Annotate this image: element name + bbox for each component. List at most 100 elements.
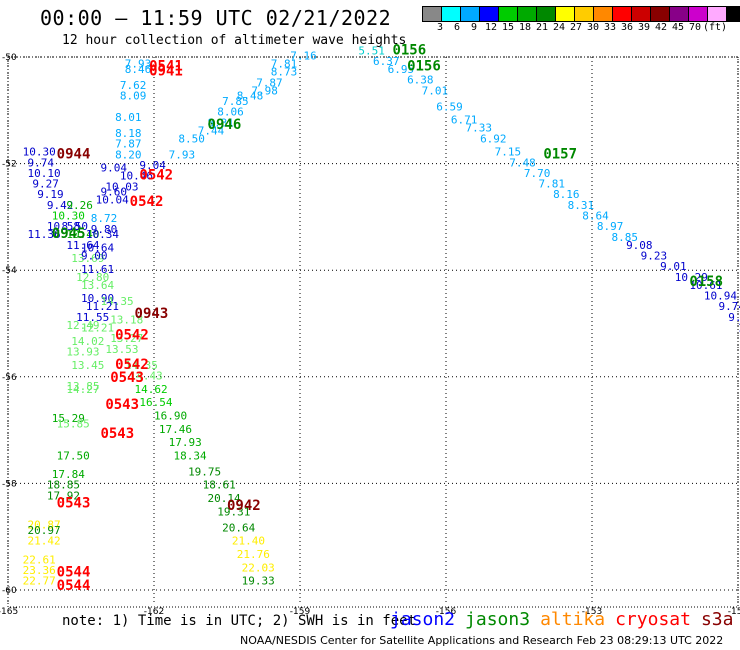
swh-value-label: 12.21 [81,321,114,334]
swh-value-label: 13.45 [71,359,104,372]
swh-value-label: 10.29 [675,271,708,284]
swh-value-label: 15.85 [57,417,90,430]
swh-value-label: 17.84 [52,468,85,481]
swh-value-label: 9.23 [641,250,668,263]
pass-time-label: 0943 [135,306,169,322]
scale-label: 30 [586,22,600,33]
y-tick-label: -58 [2,479,17,489]
swh-value-label: 8.46 [125,63,152,76]
pass-time-label: 0542 [115,357,149,373]
swh-value-label: 9.80 [91,223,118,236]
scale-label: 18 [518,22,532,33]
pass-time-label: 0941 [149,64,183,80]
swh-value-label: 22.03 [242,561,275,574]
swh-value-label: 18.85 [47,479,80,492]
swh-value-label: 8.20 [115,148,142,161]
swh-value-label: 7.81 [271,58,298,71]
scale-label: 39 [637,22,651,33]
swh-value-label: 10.64 [81,242,114,255]
pass-time-label: 0542 [139,168,173,184]
satellite-legend-item: jason2 [390,609,456,630]
swh-value-label: 11.36 [27,228,60,241]
swh-value-label: 6.71 [451,114,478,127]
swh-value-label: 10.58 [47,220,80,233]
scale-label: 6 [453,22,461,33]
swh-value-label: 15.29 [52,412,85,425]
x-tick-label: -150 [728,607,740,617]
map-frame [7,56,739,608]
satellite-legend-item: cryosat [615,609,691,630]
swh-value-label: 13.18 [110,314,143,327]
swh-value-label: 10.10 [27,167,60,180]
pass-time-label: 0942 [227,498,261,514]
swh-value-label: 14.02 [71,335,104,348]
scale-label: 27 [569,22,583,33]
scale-label: 15 [501,22,515,33]
swh-value-label: 9.74 [719,300,740,313]
swh-value-label: 10.30 [52,210,85,223]
swh-value-label: 7.01 [422,84,449,97]
swh-value-label: 13.64 [81,279,114,292]
map-note: note: 1) Time is in UTC; 2) SWH is in fe… [62,613,417,629]
swh-value-label: 7.87 [256,76,283,89]
swh-value-label: 7.87 [115,138,142,151]
swh-value-label: 14.35 [100,295,133,308]
swh-value-label: 9.19 [37,188,64,201]
pass-time-label: 0944 [57,146,91,162]
swh-value-label: 20.14 [208,492,241,505]
swh-value-label: 12.49 [66,319,99,332]
scale-label: 33 [603,22,617,33]
swh-value-label: 17.50 [57,449,90,462]
x-tick-label: -159 [290,607,311,617]
pass-time-label: 0543 [57,495,91,511]
swh-value-label: 9.42 [47,199,74,212]
swh-value-label: 8.72 [91,212,118,225]
swh-value-label: 9.08 [626,239,653,252]
swh-value-label: 16.90 [154,409,187,422]
scale-swatch [726,6,740,22]
swh-value-label: 18.34 [173,449,206,462]
swh-value-label: 9.76 [728,311,740,324]
swh-value-label: 7.98 [251,84,277,97]
swh-value-label: 8.09 [120,90,147,103]
y-tick-label: -60 [2,586,17,596]
pass-time-label: 0156 [407,58,441,74]
swh-value-label: 11.61 [81,263,114,276]
swh-value-label: 8.50 [178,132,205,145]
pass-time-label: 0544 [57,578,91,594]
pass-time-label: 0156 [392,42,426,58]
swh-value-label: 8.50 [62,220,89,233]
scale-label: 12 [484,22,498,33]
x-tick-label: -165 [0,607,18,617]
scale-label: 3 [436,22,444,33]
y-tick-label: -56 [2,373,17,383]
swh-value-label: 16.54 [139,396,172,409]
swh-value-label: 8.31 [208,116,235,129]
swh-value-label: 9.74 [27,156,54,169]
swh-value-label: 17.93 [169,436,202,449]
swh-value-label: 17.92 [47,489,80,502]
x-tick-label: -153 [582,607,602,617]
swh-value-label: 8.16 [553,188,580,201]
scale-label: 24 [552,22,566,33]
swh-value-label: 22.77 [23,575,56,588]
swh-value-label: 13.27 [110,332,143,345]
swh-value-label: 6.38 [407,74,434,87]
x-tick-label: -162 [144,607,164,617]
swh-value-label: 9.60 [100,186,127,199]
swh-value-label: 22.61 [23,553,56,566]
map-ticks: -165 -162 -159 -156 -153 -150 -50 -52 -54 -56 -58 -… [0,53,740,617]
map-grid [7,56,739,605]
footer-credit: NOAA/NESDIS Center for Satellite Applica… [240,634,724,647]
satellite-legend-item: jason3 [465,609,531,630]
swh-value-label: 13.85 [66,380,99,393]
swh-value-label: 14.27 [66,383,99,396]
swh-value-label: 13.93 [66,345,99,358]
swh-value-label: 11.55 [76,311,109,324]
swh-value-label: 14.35 [125,359,158,372]
pass-time-label: 0158 [689,274,723,290]
swh-value-label: 9.00 [81,250,108,263]
x-tick-label: -156 [436,607,457,617]
swh-value-label: 12.80 [76,271,109,284]
